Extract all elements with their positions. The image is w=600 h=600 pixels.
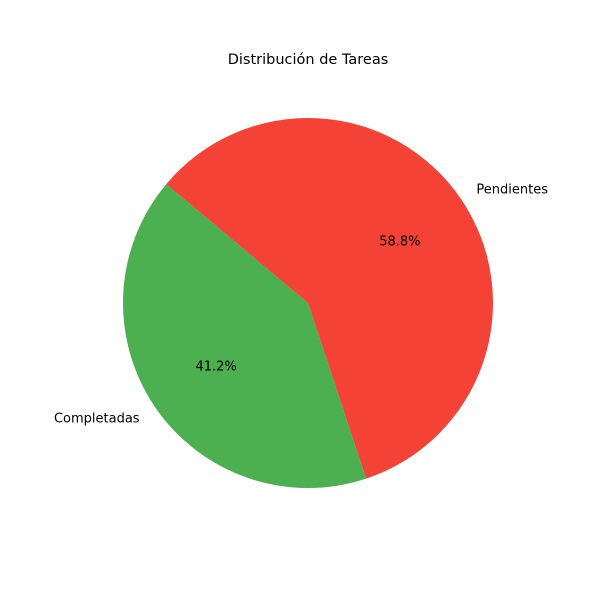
slice-label-completadas: Completadas bbox=[54, 411, 140, 426]
slice-label-pendientes: Pendientes bbox=[476, 183, 548, 198]
pie-slice-completadas bbox=[122, 184, 367, 488]
pie-slice-pendientes bbox=[166, 117, 493, 479]
pie-slices bbox=[122, 117, 493, 488]
slice-percent-pendientes: 58.8% bbox=[379, 235, 420, 250]
chart-title: Distribución de Tareas bbox=[228, 52, 389, 68]
pie-labels: Completadas 41.2% Pendientes 58.8% bbox=[54, 183, 548, 427]
slice-percent-completadas: 41.2% bbox=[195, 359, 236, 374]
